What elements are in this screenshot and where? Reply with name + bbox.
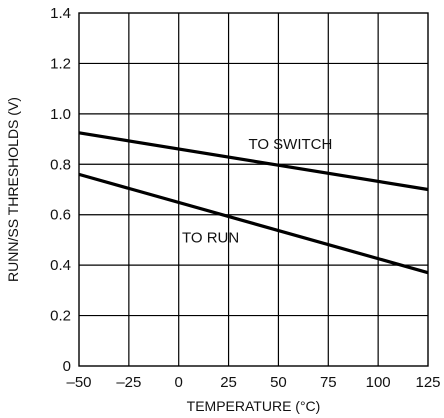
y-tick-labels: 0 0.2 0.4 0.6 0.8 1.0 1.2 1.4 xyxy=(50,5,71,375)
x-tick-label: 125 xyxy=(415,374,440,391)
x-tick-label: 0 xyxy=(175,374,183,391)
y-tick-label: 0.4 xyxy=(50,257,71,274)
y-tick-label: 0.6 xyxy=(50,207,71,224)
plot-frame xyxy=(78,12,429,367)
y-tick-label: 0.8 xyxy=(50,156,71,173)
x-tick-label: –50 xyxy=(66,374,91,391)
x-tick-label: 100 xyxy=(366,374,391,391)
series-annotation: TO RUN xyxy=(182,229,239,246)
series-lines xyxy=(78,131,429,275)
series-annotation: TO SWITCH xyxy=(248,136,332,153)
x-tick-label: 25 xyxy=(220,374,237,391)
series-line-to-run xyxy=(78,172,429,275)
y-axis-label: RUNN/SS THRESHOLDS (V) xyxy=(5,97,21,282)
y-tick-label: 1.4 xyxy=(50,5,71,22)
y-tick-label: 1.2 xyxy=(50,55,71,72)
x-tick-label: 75 xyxy=(320,374,337,391)
series-line-to-switch xyxy=(78,131,429,192)
grid xyxy=(79,13,428,366)
series-annotations: TO SWITCH TO RUN xyxy=(182,136,332,246)
x-tick-label: –25 xyxy=(116,374,141,391)
x-tick-labels: –50 –25 0 25 50 75 100 125 xyxy=(66,374,440,391)
x-axis-label: TEMPERATURE (°C) xyxy=(187,398,321,414)
y-tick-label: 0.2 xyxy=(50,308,71,325)
y-tick-label: 1.0 xyxy=(50,106,71,123)
y-tick-label: 0 xyxy=(63,358,71,375)
x-tick-label: 50 xyxy=(270,374,287,391)
